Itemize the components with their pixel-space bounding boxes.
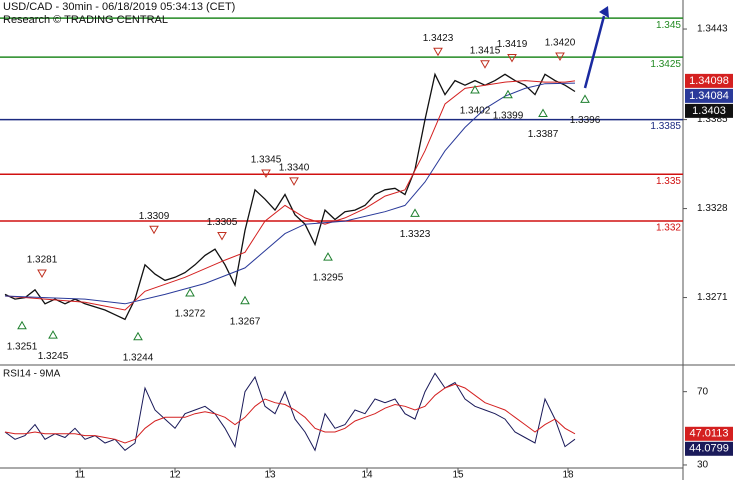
chart-title: USD/CAD - 30min - 06/18/2019 05:34:13 (C… xyxy=(3,1,235,13)
level-label: 1.332 xyxy=(656,223,681,234)
rsi-panel: 70 30 11 12 13 14 15 18 47.0113 44.0799 xyxy=(4,372,733,480)
low-marker xyxy=(185,287,195,297)
price-annotation: 1.3244 xyxy=(123,352,154,363)
price-annotation: 1.3272 xyxy=(175,309,206,320)
high-marker xyxy=(555,52,565,61)
x-tick-label: 11 xyxy=(75,470,86,480)
low-marker xyxy=(133,331,143,341)
price-annotation: 1.3423 xyxy=(423,33,454,44)
price-panel: 1.3443 1.3385 1.3328 1.3271 1.345 1.3425 1.338… xyxy=(0,17,733,363)
series-line xyxy=(4,383,576,444)
y-tick-label: 1.3328 xyxy=(697,203,728,214)
high-marker xyxy=(37,269,47,278)
x-tick-label: 15 xyxy=(452,470,464,480)
price-annotation: 1.3420 xyxy=(545,38,576,49)
price-annotation: 1.3267 xyxy=(230,316,261,327)
last-value-tag xyxy=(685,103,733,118)
price-annotation: 1.3419 xyxy=(497,39,528,50)
x-tick-label: 14 xyxy=(361,470,373,480)
low-marker xyxy=(48,330,58,339)
last-value-tag xyxy=(685,73,733,88)
series-line xyxy=(4,372,576,452)
low-marker xyxy=(410,208,420,217)
level-label: 1.3385 xyxy=(650,121,681,132)
forecast-arrow xyxy=(583,15,606,89)
y-tick-label: 1.3271 xyxy=(697,292,728,303)
high-marker xyxy=(433,47,443,57)
high-marker xyxy=(289,177,299,186)
series-line xyxy=(4,80,576,311)
price-annotation: 1.3387 xyxy=(528,129,559,140)
price-annotation: 1.3396 xyxy=(570,115,601,126)
high-marker xyxy=(217,231,227,241)
level-label: 1.335 xyxy=(656,176,681,187)
price-annotation: 1.3281 xyxy=(27,255,58,266)
low-marker xyxy=(240,295,250,305)
high-marker xyxy=(261,169,271,179)
x-tick-label: 13 xyxy=(264,470,276,480)
rsi-title: RSI14 - 9MA xyxy=(3,369,61,380)
price-annotation: 1.3323 xyxy=(400,229,431,240)
last-value-tag xyxy=(685,441,733,456)
low-marker xyxy=(323,252,333,261)
price-annotation: 1.3245 xyxy=(38,351,69,362)
y-tick-label: 30 xyxy=(697,460,709,471)
low-marker xyxy=(17,320,27,330)
level-label: 1.345 xyxy=(656,20,681,31)
price-annotation: 1.3415 xyxy=(470,45,501,56)
x-tick-label: 12 xyxy=(169,470,181,480)
price-annotation: 1.3345 xyxy=(251,155,282,166)
low-marker xyxy=(470,85,480,94)
last-value-label: 1.34084 xyxy=(689,90,729,102)
low-marker xyxy=(503,89,513,99)
level-label: 1.3425 xyxy=(650,59,681,70)
last-value-tag xyxy=(685,426,733,441)
x-tick-label: 18 xyxy=(562,470,574,480)
price-annotation: 1.3402 xyxy=(460,106,491,117)
y-tick-label: 1.3443 xyxy=(697,24,728,35)
y-tick-label: 1.3385 xyxy=(697,114,728,125)
series-line xyxy=(4,82,576,305)
forecast-arrowhead xyxy=(599,6,609,18)
price-annotation: 1.3305 xyxy=(207,217,238,228)
last-value-label: 44.0799 xyxy=(689,443,729,455)
y-tick-label: 70 xyxy=(697,386,709,397)
price-annotation: 1.3399 xyxy=(493,110,524,121)
last-value-label: 1.34098 xyxy=(689,75,729,87)
price-annotation: 1.3295 xyxy=(313,273,344,284)
low-marker xyxy=(580,94,590,103)
last-value-label: 47.0113 xyxy=(690,428,729,440)
high-marker xyxy=(480,60,490,69)
series-line xyxy=(4,72,576,321)
chart-subtitle: Research © TRADING CENTRAL xyxy=(3,14,168,26)
high-marker xyxy=(507,54,517,63)
price-annotation: 1.3251 xyxy=(7,341,38,352)
price-annotation: 1.3340 xyxy=(279,162,310,173)
last-value-tag xyxy=(685,88,733,103)
price-annotation: 1.3309 xyxy=(139,211,170,222)
last-value-label: 1.3403 xyxy=(692,105,726,117)
low-marker xyxy=(538,108,548,117)
high-marker xyxy=(149,225,159,235)
